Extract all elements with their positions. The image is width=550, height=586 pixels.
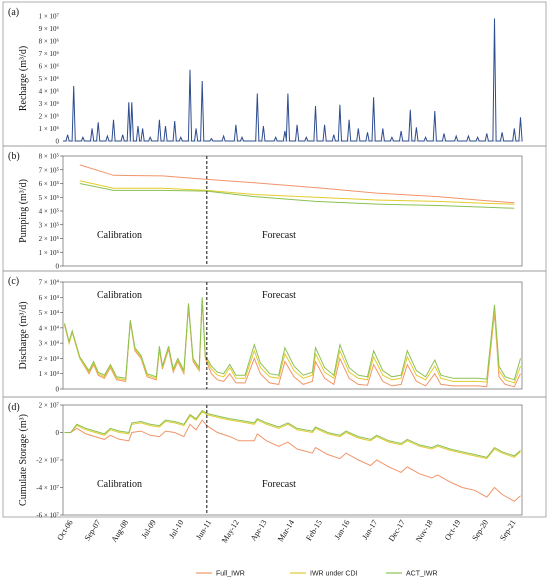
y-tick-label: 3 × 10⁴ [39, 340, 60, 348]
y-tick-label: 8 × 10⁵ [39, 153, 60, 161]
series-line-full-iwr [64, 300, 521, 388]
panel-1: 0 1 × 10⁶ 2 × 10⁶ 3 × 10⁶ 4 × 10⁶ 5 × 10⁶ 6 × … [2, 1, 547, 147]
plot-area-frame [62, 404, 523, 516]
panel-frame [2, 1, 547, 147]
y-tick-label: 6 × 10⁴ [39, 294, 60, 302]
y-tick-label: 0 [56, 386, 60, 394]
legend-item: Full_IWR [196, 571, 245, 578]
annotation-calibration: Calibration [97, 479, 142, 490]
y-axis-label: Pumping (m³/d) [18, 179, 29, 243]
series-line-full-iwr [79, 164, 515, 204]
x-tick-label: Aug-08 [109, 518, 130, 544]
y-tick-label: 0 [56, 263, 60, 271]
y-tick-label: 1 × 10⁵ [39, 249, 60, 257]
y-tick-label: 2 × 10⁴ [39, 355, 60, 363]
shared-x-axis: Oct-06 Sep-07 Aug-08 Jul-09 Jul-10 Jun-11 May-… [55, 518, 517, 544]
panel-label: (a) [8, 7, 19, 18]
panel-frame [2, 145, 547, 272]
y-tick-label: 1 × 10⁴ [39, 370, 60, 378]
x-tick-label: Dec-17 [387, 518, 407, 543]
y-tick-label: 2 × 10⁶ [39, 113, 60, 121]
panel-label: (b) [8, 151, 20, 162]
panel-3: 0 1 × 10⁴ 2 × 10⁴ 3 × 10⁴ 4 × 10⁴ 5 × 10⁴ 6 × … [2, 270, 547, 398]
legend-item: ACT_IWR [386, 571, 438, 578]
x-tick-label: Oct-06 [55, 518, 74, 542]
y-tick-label: 1 × 10⁷ [39, 13, 60, 21]
y-tick-label: -4 × 10⁷ [36, 484, 59, 492]
annotation-calibration: Calibration [97, 290, 142, 301]
y-tick-label: 5 × 10⁵ [39, 194, 60, 202]
y-tick-label: 0 [56, 429, 60, 437]
y-tick-label: 7 × 10⁶ [39, 50, 60, 58]
x-tick-label: May-12 [220, 518, 241, 544]
legend: Full_IWR IWR under CDI ACT_IWR [196, 571, 438, 578]
annotation-forecast: Forecast [262, 230, 296, 241]
series-line-iwr-under-cdi [79, 180, 515, 205]
recharge-series-line [63, 18, 523, 142]
y-tick-label: 1 × 10⁶ [39, 125, 60, 133]
y-tick-label: 3 × 10⁵ [39, 221, 60, 229]
panel-4: -6 × 10⁷ -4 × 10⁷ -2 × 10⁷ 0 2 × 10⁷ (d)Cumul… [2, 396, 547, 520]
y-tick-label: 2 × 10⁷ [39, 402, 60, 410]
figure-panels: 0 1 × 10⁶ 2 × 10⁶ 3 × 10⁶ 4 × 10⁶ 5 × 10⁶ 6 × … [2, 1, 547, 520]
series-line-iwr-under-cdi [64, 411, 521, 460]
annotation-forecast: Forecast [262, 479, 296, 490]
x-tick-label: Sep-20 [470, 518, 490, 542]
y-tick-label: -2 × 10⁷ [36, 457, 59, 465]
panel-label: (c) [8, 276, 19, 287]
panel-frame [2, 396, 547, 518]
y-axis-label: Cumulate Storage (m³) [18, 414, 29, 506]
series-line-full-iwr [64, 419, 521, 502]
x-tick-label: Mar-14 [276, 518, 296, 543]
y-tick-label: 5 × 10⁴ [39, 309, 60, 317]
x-tick-label: Sep-21 [498, 518, 518, 542]
x-tick-label: Jan-17 [360, 518, 379, 541]
y-tick-label: 7 × 10⁵ [39, 166, 60, 174]
y-tick-label: 7 × 10⁴ [39, 279, 60, 287]
x-tick-label: Oct-19 [443, 518, 462, 542]
y-axis-label: Recharge (m³/d) [18, 46, 29, 111]
annotation-forecast: Forecast [262, 290, 296, 301]
y-tick-label: 4 × 10⁵ [39, 208, 60, 216]
x-tick-label: Jul-10 [167, 518, 185, 540]
y-tick-label: 4 × 10⁴ [39, 324, 60, 332]
y-tick-label: 6 × 10⁵ [39, 180, 60, 188]
y-tick-label: 3 × 10⁶ [39, 100, 60, 108]
x-tick-label: Jun-11 [194, 518, 213, 541]
x-tick-label: Jan-16 [333, 518, 352, 541]
plot-area-frame [62, 281, 523, 390]
x-tick-label: Nov-18 [414, 518, 435, 544]
x-tick-label: Apr-13 [249, 518, 269, 542]
y-tick-label: 9 × 10⁶ [39, 25, 60, 33]
annotation-calibration: Calibration [97, 230, 142, 241]
y-tick-label: 0 [56, 138, 60, 146]
panel-2: 0 1 × 10⁵ 2 × 10⁵ 3 × 10⁵ 4 × 10⁵ 5 × 10⁵ 6 × … [2, 145, 547, 272]
y-axis-label: Discharge (m³/d) [18, 301, 29, 369]
series-line-act-iwr [64, 409, 521, 458]
y-tick-label: 4 × 10⁶ [39, 88, 60, 96]
y-tick-label: 5 × 10⁶ [39, 75, 60, 83]
panel-label: (d) [8, 402, 20, 413]
x-tick-label: Jul-09 [140, 518, 158, 540]
x-tick-label: Sep-07 [83, 518, 103, 542]
series-line-act-iwr [79, 183, 515, 209]
y-tick-label: 6 × 10⁶ [39, 63, 60, 71]
legend-item: IWR under CDI [290, 571, 358, 578]
y-tick-label: -6 × 10⁷ [36, 512, 59, 520]
y-tick-label: 8 × 10⁶ [39, 38, 60, 46]
legend-label: IWR under CDI [310, 571, 358, 578]
legend-label: Full_IWR [216, 571, 245, 578]
plot-area-frame [62, 155, 523, 267]
x-tick-label: Feb-15 [304, 518, 324, 542]
y-tick-label: 2 × 10⁵ [39, 235, 60, 243]
legend-label: ACT_IWR [406, 571, 438, 578]
series-line-act-iwr [64, 297, 521, 381]
